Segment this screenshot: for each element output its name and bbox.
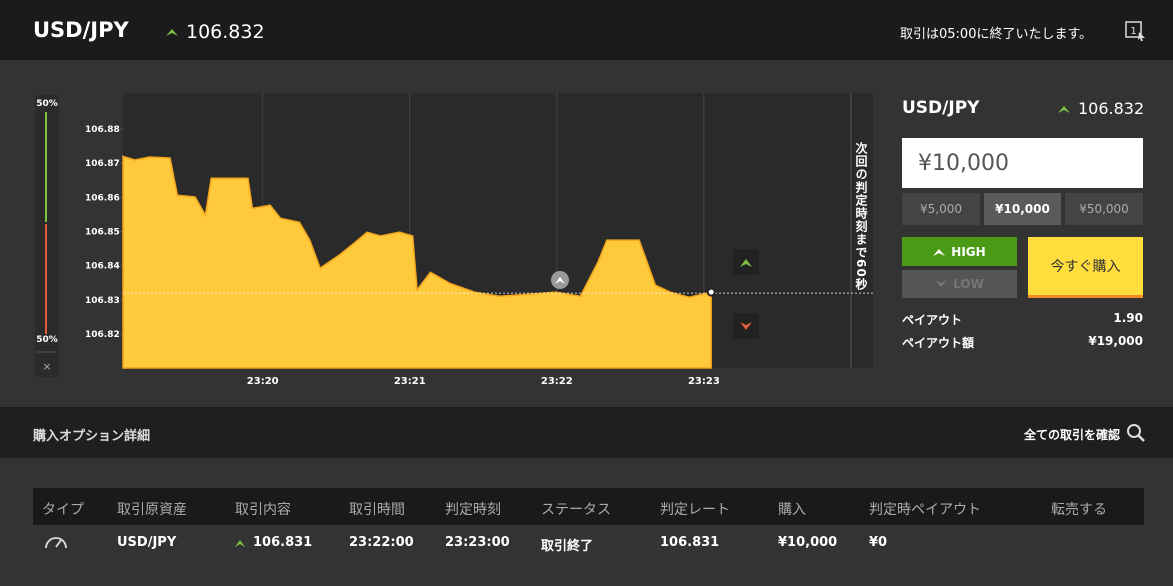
column-header: 購入 [778, 502, 806, 518]
table-cell: 106.831 [660, 535, 720, 550]
y-tick-label: 106.88 [85, 125, 120, 135]
options-bar: 購入オプション詳細 全ての取引を確認 [0, 407, 1173, 458]
amount-option[interactable]: ¥10,000 [984, 193, 1061, 225]
amount-input[interactable]: ¥10,000 [902, 138, 1143, 188]
table-cell: 23:22:00 [349, 535, 414, 550]
notice: 取引は05:00に終了いたします。 [900, 27, 1093, 42]
options-title: 購入オプション詳細 [33, 429, 151, 444]
column-header: 取引内容 [235, 502, 291, 518]
down-icon [935, 280, 948, 287]
payout: 1.90 [1113, 311, 1143, 325]
table-cell: 23:23:00 [445, 535, 510, 550]
column-header: ステータス [541, 502, 611, 518]
options-link[interactable]: 全ての取引を確認 [1024, 428, 1121, 442]
current-point [706, 287, 716, 297]
y-tick-label: 106.83 [85, 296, 120, 306]
column-header: 判定レート [660, 502, 730, 518]
x-tick-label: 23:21 [394, 376, 426, 387]
price-area [122, 155, 712, 369]
amount: ¥10,000 [918, 151, 1009, 176]
header-bar: USD/JPY 106.832 取引は05:00に終了いたします。 1 [0, 0, 1173, 60]
y-tick-label: 106.84 [85, 262, 120, 272]
column-header: 判定時刻 [445, 502, 501, 518]
column-header: タイプ [42, 502, 84, 518]
table-cell: USD/JPY [117, 535, 177, 550]
high-button[interactable]: HIGH [902, 237, 1017, 266]
table-cell: ¥0 [869, 535, 888, 550]
up-icon [235, 540, 245, 547]
up-icon [1058, 106, 1070, 113]
column-header: 判定時ペイアウト [869, 502, 981, 518]
panel-symbol: USD/JPY [902, 98, 980, 118]
x-tick-label: 23:22 [541, 376, 573, 387]
symbol: USD/JPY [33, 18, 129, 42]
chart: 50% 50% × 23:20 23:21 23:22 23:23 106.82 106.… [35, 93, 873, 387]
gauge-bottom: 50% [36, 335, 58, 345]
table-cell: ¥10,000 [778, 535, 838, 550]
up-icon [166, 29, 178, 36]
x-tick-label: 23:23 [688, 376, 720, 387]
svg-text:1: 1 [1130, 26, 1136, 37]
high-marker-arrow [740, 259, 752, 267]
gauge-close[interactable]: × [42, 360, 51, 373]
payout-amount-label: ペイアウト額 [902, 336, 975, 350]
column-header: 取引時間 [349, 502, 405, 518]
countdown: 次回の判定時刻まで60秒 [854, 142, 868, 291]
y-tick-label: 106.87 [85, 159, 120, 169]
table-cell: 106.831 [253, 535, 313, 550]
y-tick-label: 106.82 [85, 330, 120, 340]
table-cell: 取引終了 [541, 539, 594, 554]
x-tick-label: 23:20 [247, 376, 279, 387]
up-icon [933, 248, 946, 256]
buy-button[interactable]: 今すぐ購入 [1028, 237, 1143, 298]
type-icon [45, 537, 67, 549]
gauge-top: 50% [36, 99, 58, 109]
table-header [33, 488, 1144, 525]
search-icon[interactable] [1126, 423, 1146, 443]
window-icon[interactable]: 1 [1125, 20, 1147, 42]
rate: 106.832 [186, 21, 265, 43]
low-button[interactable]: LOW [902, 270, 1017, 298]
low-label: LOW [953, 277, 984, 291]
low-marker-arrow [740, 322, 752, 330]
panel-rate: 106.832 [1078, 99, 1145, 118]
y-tick-label: 106.86 [85, 193, 120, 203]
amount-option[interactable]: ¥50,000 [1065, 193, 1143, 225]
y-tick-label: 106.85 [85, 228, 120, 238]
column-header: 転売する [1051, 502, 1107, 518]
amount-option[interactable]: ¥5,000 [902, 193, 980, 225]
high-label: HIGH [951, 244, 986, 259]
payout-label: ペイアウト [902, 313, 963, 327]
entry-marker-arrow [555, 277, 565, 284]
payout-amount: ¥19,000 [1088, 334, 1143, 348]
column-header: 取引原資産 [117, 502, 187, 518]
